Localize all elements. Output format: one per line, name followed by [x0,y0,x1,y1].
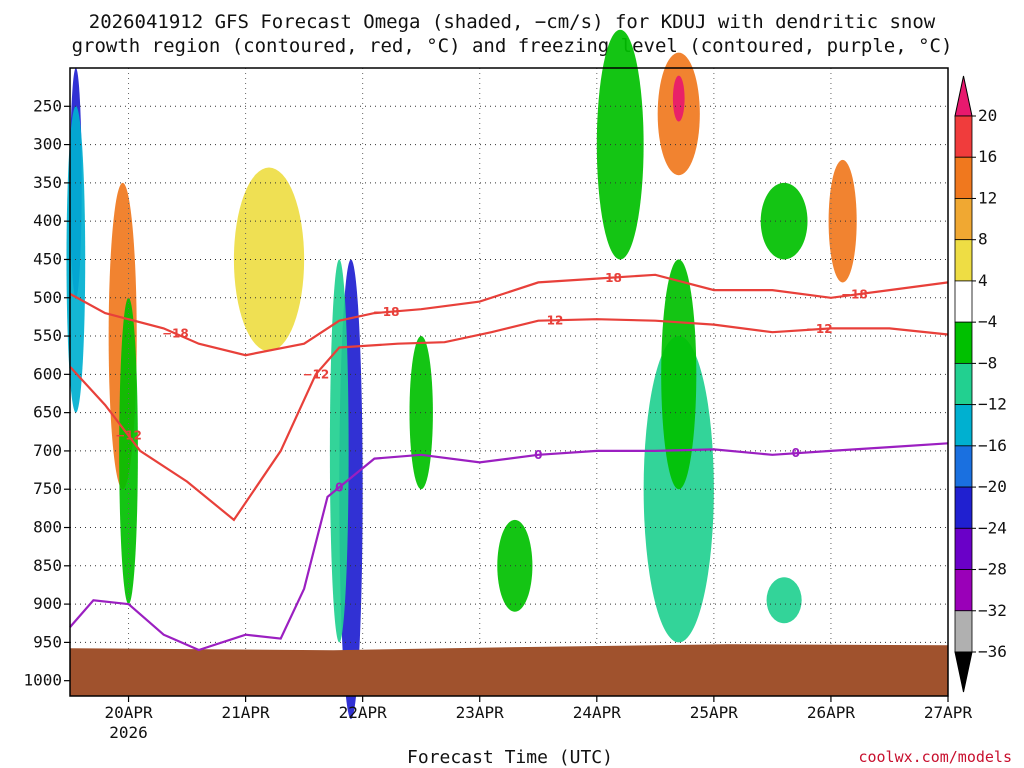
contour-label-1-2: −12 [806,322,833,336]
y-axis: 250 300 350 400 450 500 550 600 650 700 750 800 850 9… [23,96,70,690]
contour-label-1-3: −12 [115,429,142,443]
colorbar-swatch-1 [954,156,973,199]
y-tick-label-350: 350 [33,173,62,192]
colorbar-label-4: 4 [978,271,988,290]
x-tick-sublabel-0: 2026 [109,723,148,742]
credit-text: coolwx.com/models [858,748,1012,766]
x-tick-label-2: 22APR [339,703,388,722]
omega-blob-7 [661,259,697,490]
colorbar-label-10: −24 [978,518,1007,537]
colorbar-label-9: −20 [978,477,1007,496]
contour-label-0-3: −18 [162,326,189,340]
y-tick-label-950: 950 [33,632,62,651]
colorbar-swatch-5 [954,321,973,364]
contour-label-0-2: −18 [841,288,868,302]
colorbar-swatch-11 [954,569,973,612]
y-tick-label-600: 600 [33,364,62,383]
contour-line-m18 [69,273,949,357]
y-tick-label-1000: 1000 [23,671,62,690]
x-tick-label-5: 25APR [690,703,739,722]
y-tick-label-650: 650 [33,403,62,422]
colorbar-label-12: −32 [978,601,1007,620]
contour-label-2-2: 0 [792,446,800,460]
contour-line-m12 [69,318,949,522]
y-tick-label-800: 800 [33,518,62,537]
contour-label-0-0: −18 [373,305,400,319]
y-tick-label-300: 300 [33,135,62,154]
y-tick-label-550: 550 [33,326,62,345]
contour-label-2-0: 0 [335,480,343,494]
colorbar-label-5: −4 [978,312,997,331]
colorbar-swatch-8 [954,445,973,488]
terrain-fill [70,644,948,696]
y-tick-label-400: 400 [33,211,62,230]
omega-blob-14 [409,336,433,490]
colorbar-swatch-9 [954,486,973,529]
omega-blob-13 [233,167,305,352]
terrain-area [70,644,948,696]
colorbar-label-6: −8 [978,353,997,372]
contour-label-0-1: −18 [595,271,622,285]
omega-blob-5 [329,259,349,643]
colorbar-bottom-arrow [954,651,973,693]
colorbar-label-3: 8 [978,230,988,249]
x-tick-label-7: 27APR [924,703,973,722]
colorbar-label-0: 20 [978,106,997,125]
y-tick-label-500: 500 [33,288,62,307]
x-tick-label-0: 20APR [104,703,153,722]
colorbar-swatch-6 [954,362,973,406]
colorbar-swatch-0 [954,115,973,158]
colorbar: 20 16 12 8 4 −4 −8 −12 −16 −20 −24 −28 −32 −36 [954,75,1007,693]
colorbar-swatch-3 [954,239,973,282]
x-tick-label-3: 23APR [456,703,505,722]
contour-label-2-1: 0 [534,448,542,462]
y-tick-label-750: 750 [33,479,62,498]
omega-blob-3 [119,297,138,605]
omega-blob-11 [760,182,808,260]
contour-lines: −18 −18 −18 −18 −12 −12 −12 −12 0 0 0 [69,271,949,652]
colorbar-swatch-4 [954,280,973,323]
contour-label-1-0: −12 [302,367,329,381]
x-axis-label: Forecast Time (UTC) [407,747,613,768]
chart-title-line1: 2026041912 GFS Forecast Omega (shaded, −… [89,11,936,33]
contour-line-0 [69,442,949,652]
y-tick-label-700: 700 [33,441,62,460]
colorbar-label-2: 12 [978,188,997,207]
colorbar-swatch-7 [954,404,973,447]
colorbar-top-arrow [954,75,973,117]
chart-title-line2: growth region (contoured, red, °C) and f… [72,35,953,57]
omega-blob-10 [828,159,857,283]
x-tick-label-1: 21APR [222,703,271,722]
colorbar-swatch-12 [954,610,973,653]
colorbar-label-13: −36 [978,642,1007,661]
x-tick-label-4: 24APR [573,703,622,722]
plot-frame [69,67,949,697]
omega-blob-9 [672,75,685,122]
plot-area: −18 −18 −18 −18 −12 −12 −12 −12 0 0 0 [66,29,949,719]
y-tick-label-250: 250 [33,96,62,115]
colorbar-swatch-10 [954,527,973,570]
colorbar-label-7: −12 [978,395,1007,414]
y-tick-label-900: 900 [33,594,62,613]
colorbar-swatch-2 [954,198,973,241]
colorbar-label-1: 16 [978,147,997,166]
y-tick-label-450: 450 [33,249,62,268]
omega-blob-15 [497,519,533,612]
colorbar-label-11: −28 [978,560,1007,579]
colorbar-label-8: −16 [978,436,1007,455]
omega-blob-16 [766,577,802,624]
y-tick-label-850: 850 [33,556,62,575]
contour-label-1-1: −12 [537,313,564,327]
x-tick-label-6: 26APR [807,703,856,722]
